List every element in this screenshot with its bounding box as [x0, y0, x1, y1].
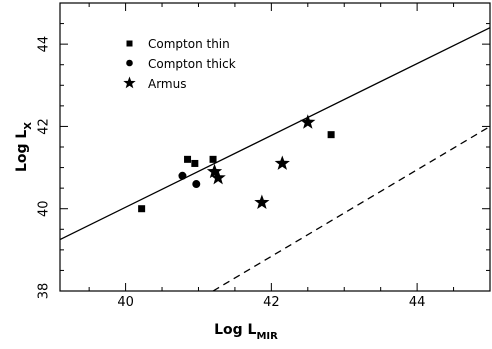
y-tick-label: 42: [37, 118, 52, 135]
y-tick-label: 40: [37, 200, 52, 217]
legend-label-armus: Armus: [148, 77, 186, 91]
data-points: [138, 114, 335, 213]
legend-marker-compton-thick: [126, 59, 133, 67]
point-armus: [274, 155, 290, 170]
legend-label-compton-thin: Compton thin: [148, 37, 230, 51]
x-axis-title-main: Log L: [214, 322, 256, 338]
plot-frame: [59, 2, 491, 292]
solid-line: [59, 27, 491, 241]
y-tick-label: 38: [37, 283, 52, 300]
point-compton-thick: [192, 180, 201, 189]
y-axis-title-sub: X: [23, 122, 34, 130]
legend-label-compton-thick: Compton thick: [148, 57, 236, 71]
x-axis-title-sub: MIR: [256, 331, 278, 342]
tick-labels: 40 42 44 38 40 42 44: [37, 36, 426, 310]
legend-marker-compton-thin: [126, 40, 133, 47]
legend: Compton thin Compton thick Armus: [123, 37, 236, 91]
point-compton-thin: [184, 155, 192, 163]
x-axis-title: Log LMIR: [214, 322, 278, 342]
point-armus: [210, 169, 226, 185]
x-tick-label: 44: [409, 295, 426, 310]
y-tick-label: 44: [37, 36, 52, 53]
point-compton-thick: [178, 171, 187, 180]
fit-lines: [59, 27, 491, 292]
point-compton-thin: [209, 155, 217, 163]
x-tick-label: 42: [263, 295, 280, 310]
dashed-line: [212, 125, 491, 292]
point-armus: [206, 163, 223, 179]
x-tick-label: 40: [117, 295, 134, 310]
y-axis-title-main: Log L: [14, 130, 30, 172]
point-compton-thin: [327, 131, 335, 139]
point-armus: [300, 114, 316, 129]
point-compton-thin: [138, 205, 146, 213]
point-armus: [254, 194, 270, 210]
y-axis-title: Log LX: [14, 122, 34, 172]
point-compton-thin: [191, 159, 199, 167]
legend-marker-armus: [123, 76, 136, 89]
axis-ticks: [60, 2, 491, 292]
